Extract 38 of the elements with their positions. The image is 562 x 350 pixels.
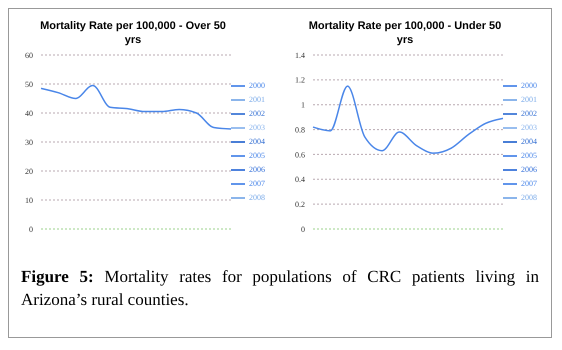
y-tick-label: 30 bbox=[25, 138, 33, 147]
legend-label: 2003 bbox=[521, 122, 537, 132]
y-tick-label: 50 bbox=[25, 80, 33, 89]
y-tick-label: 20 bbox=[25, 166, 33, 176]
legend-label: 2005 bbox=[249, 150, 265, 160]
legend-label: 2008 bbox=[249, 192, 265, 202]
legend-label: 2007 bbox=[521, 178, 537, 188]
y-tick-label: 1 bbox=[301, 100, 305, 110]
legend-label: 2008 bbox=[521, 192, 537, 202]
legend-label: 2004 bbox=[249, 136, 265, 146]
y-tick-label: 1.4 bbox=[295, 50, 305, 60]
chart-title: Mortality Rate per 100,000 - Over 50 yrs bbox=[39, 19, 227, 48]
legend-label: 2006 bbox=[521, 164, 537, 174]
legend-label: 2002 bbox=[249, 108, 265, 118]
y-tick-label: 1.2 bbox=[295, 76, 305, 85]
y-tick-label: 60 bbox=[25, 50, 33, 60]
legend-label: 2005 bbox=[521, 150, 537, 160]
legend-label: 2001 bbox=[249, 94, 265, 104]
chart-title: Mortality Rate per 100,000 - Under 50 yrs bbox=[308, 19, 502, 48]
legend-label: 2006 bbox=[249, 164, 265, 174]
y-tick-label: 0.2 bbox=[295, 200, 305, 209]
caption: Figure 5: Mortality rates for populations of CRC patients living in Arizona’s rural counties. bbox=[21, 266, 539, 311]
y-tick-label: 0.8 bbox=[295, 125, 305, 134]
y-tick-label: 0.6 bbox=[295, 150, 305, 160]
y-tick-label: 0 bbox=[29, 224, 33, 234]
legend-label: 2000 bbox=[249, 80, 265, 90]
y-tick-label: 10 bbox=[25, 196, 33, 205]
line-series bbox=[312, 85, 504, 154]
y-tick-label: 40 bbox=[25, 108, 33, 118]
legend-label: 2003 bbox=[249, 122, 265, 132]
legend-label: 2002 bbox=[521, 108, 537, 118]
y-tick-label: 0 bbox=[301, 224, 305, 234]
y-tick-label: 0.4 bbox=[295, 175, 305, 184]
legend-label: 2000 bbox=[521, 80, 537, 90]
legend-label: 2001 bbox=[521, 94, 537, 104]
legend-label: 2004 bbox=[521, 136, 537, 146]
legend-label: 2007 bbox=[249, 178, 265, 188]
line-series bbox=[40, 84, 232, 130]
